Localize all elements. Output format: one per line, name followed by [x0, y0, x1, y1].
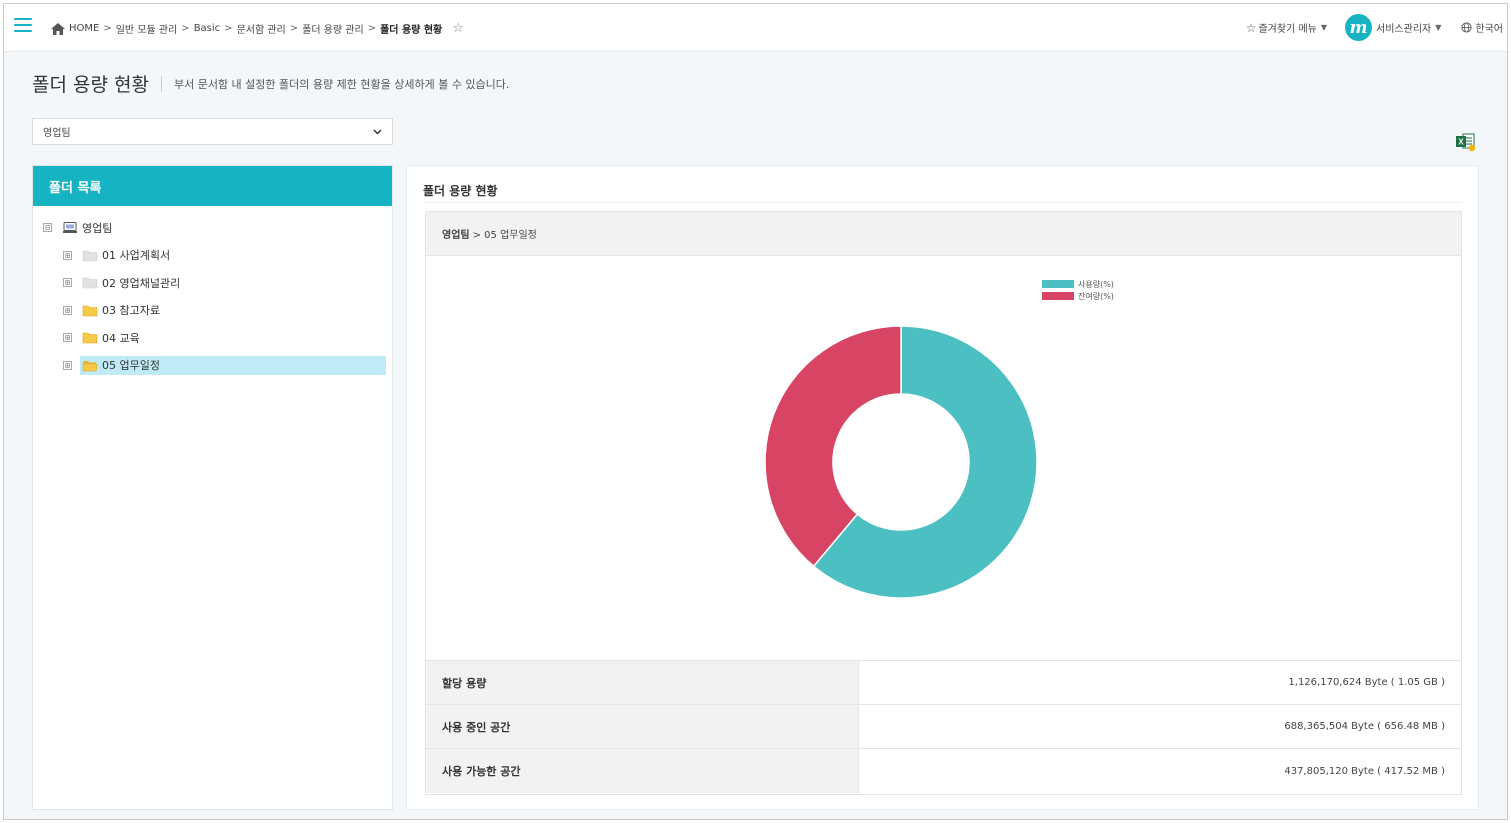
tree-item: ⊞ 02 영업채널관리: [33, 269, 392, 297]
stats-row-allocated: 할당 용량 1,126,170,624 Byte ( 1.05 GB ): [426, 661, 1461, 705]
breadcrumb-separator: >: [181, 23, 190, 34]
avatar: m: [1345, 14, 1373, 41]
top-bar: HOME > 일반 모듈 관리 > Basic > 문서함 관리 > 폴더 용량…: [4, 4, 1507, 52]
tree-node-label: 02 영업채널관리: [102, 276, 181, 290]
title-divider: [423, 202, 1462, 203]
breadcrumb-separator: >: [289, 23, 299, 34]
collapse-toggle[interactable]: ⊟: [43, 223, 52, 233]
folder-path-folder: > 05 업무일정: [472, 230, 537, 241]
capacity-panel-title: 폴더 용량 현황: [423, 184, 498, 198]
tree-node-04[interactable]: 04 교육: [80, 328, 143, 347]
breadcrumb: HOME > 일반 모듈 관리 > Basic > 문서함 관리 > 폴더 용량…: [50, 21, 464, 36]
tree-node-label: 03 참고자료: [102, 304, 160, 318]
breadcrumb-folder-capacity-mgmt[interactable]: 폴더 용량 관리: [302, 25, 364, 36]
tree-root: ⊟ 영업팀: [33, 214, 392, 242]
capacity-detail-box: 영업팀 > 05 업무일정 사용량(%) 잔여량(%): [425, 211, 1462, 795]
capacity-stats-table: 할당 용량 1,126,170,624 Byte ( 1.05 GB ) 사용 …: [426, 661, 1461, 793]
folder-list-panel: 폴더 목록 ⊟ 영업팀 ⊞: [32, 165, 393, 810]
stats-label: 사용 가능한 공간: [426, 749, 859, 793]
page-description: 부서 문서함 내 설정한 폴더의 용량 제한 현황을 상세하게 볼 수 있습니다…: [173, 77, 510, 91]
tree-node-02[interactable]: 02 영업채널관리: [80, 273, 183, 292]
folder-gray-icon: [82, 250, 98, 262]
stats-value: 1,126,170,624 Byte ( 1.05 GB ): [1288, 677, 1445, 688]
globe-icon: [1461, 22, 1472, 33]
user-menu[interactable]: m 서비스관리자 ▼: [1345, 14, 1441, 41]
app-window: HOME > 일반 모듈 관리 > Basic > 문서함 관리 > 폴더 용량…: [3, 3, 1508, 820]
breadcrumb-current: 폴더 용량 현황: [380, 25, 443, 36]
expand-toggle[interactable]: ⊞: [63, 333, 72, 343]
excel-export-icon[interactable]: X: [1455, 132, 1477, 152]
stats-row-used: 사용 중인 공간 688,365,504 Byte ( 656.48 MB ): [426, 705, 1461, 749]
legend-item-used: 사용량(%): [1042, 278, 1114, 290]
tree-item: ⊞ 04 교육: [33, 324, 392, 352]
chart-area: 사용량(%) 잔여량(%): [426, 256, 1461, 661]
folder-list-header: 폴더 목록: [33, 166, 392, 206]
tree-item: ⊞ 01 사업계획서: [33, 242, 392, 270]
folder-path-dept: 영업팀: [442, 230, 470, 241]
tree-node-label: 01 사업계획서: [102, 249, 171, 263]
tree-item-selected: ⊞ 05 업무일정: [33, 352, 392, 380]
favorites-label: 즐겨찾기 메뉴: [1258, 24, 1317, 35]
language-label: 한국어: [1475, 24, 1503, 35]
star-outline-icon: ☆: [1245, 20, 1257, 35]
tree-item: ⊞ 03 참고자료: [33, 297, 392, 325]
folder-tree: ⊟ 영업팀 ⊞ 01 사업계획서: [33, 206, 392, 379]
folder-yellow-icon: [82, 305, 98, 317]
tree-node-label: 05 업무일정: [102, 359, 160, 373]
tree-node-label: 영업팀: [82, 221, 113, 235]
expand-toggle[interactable]: ⊞: [63, 305, 72, 315]
language-selector[interactable]: 한국어: [1461, 20, 1503, 35]
folder-yellow-icon: [82, 332, 98, 344]
expand-toggle[interactable]: ⊞: [63, 360, 72, 370]
department-select-value: 영업팀: [43, 128, 71, 139]
expand-toggle[interactable]: ⊞: [63, 278, 72, 288]
donut-slice-used[interactable]: [812, 325, 1038, 599]
stats-value: 437,805,120 Byte ( 417.52 MB ): [1284, 765, 1445, 777]
tree-node-03[interactable]: 03 참고자료: [80, 301, 163, 320]
caret-down-icon: ▼: [1320, 23, 1328, 32]
stats-label: 사용 중인 공간: [426, 705, 859, 748]
page-header: 폴더 용량 현황 부서 문서함 내 설정한 폴더의 용량 제한 현황을 상세하게…: [32, 70, 509, 97]
title-divider: [160, 75, 162, 92]
breadcrumb-separator: >: [367, 23, 377, 34]
breadcrumb-general-module[interactable]: 일반 모듈 관리: [115, 25, 178, 36]
tree-node-root[interactable]: 영업팀: [60, 218, 115, 237]
breadcrumb-basic[interactable]: Basic: [193, 23, 221, 34]
drive-icon: [63, 222, 77, 234]
page-title: 폴더 용량 현황: [32, 74, 149, 96]
stats-row-available: 사용 가능한 공간 437,805,120 Byte ( 417.52 MB ): [426, 749, 1461, 793]
tree-node-05[interactable]: 05 업무일정: [80, 355, 386, 375]
donut-chart: [764, 325, 1038, 599]
breadcrumb-home[interactable]: HOME: [69, 23, 100, 34]
breadcrumb-separator: >: [224, 23, 233, 34]
legend-swatch-remaining: [1042, 292, 1074, 300]
chart-legend: 사용량(%) 잔여량(%): [1042, 278, 1114, 302]
chevron-down-icon: [373, 128, 382, 135]
legend-label-remaining: 잔여량(%): [1078, 291, 1114, 301]
tree-node-label: 04 교육: [102, 331, 140, 345]
home-icon[interactable]: [50, 22, 66, 36]
user-name: 서비스관리자: [1376, 24, 1432, 35]
capacity-panel: 폴더 용량 현황 영업팀 > 05 업무일정 사용량(%) 잔여량(%): [406, 165, 1479, 810]
tree-node-01[interactable]: 01 사업계획서: [80, 246, 173, 265]
expand-toggle[interactable]: ⊞: [63, 250, 72, 260]
favorites-menu[interactable]: ☆ 즐겨찾기 메뉴 ▼: [1245, 20, 1328, 36]
menu-icon[interactable]: [14, 18, 32, 32]
stats-label: 할당 용량: [426, 661, 859, 704]
folder-path: 영업팀 > 05 업무일정: [426, 212, 1461, 256]
legend-item-remaining: 잔여량(%): [1042, 290, 1114, 302]
folder-open-icon: [82, 360, 98, 372]
top-right-controls: ☆ 즐겨찾기 메뉴 ▼ m 서비스관리자 ▼ 한국어: [1246, 14, 1503, 41]
breadcrumb-doc-mgmt[interactable]: 문서함 관리: [236, 25, 286, 36]
folder-gray-icon: [82, 277, 98, 289]
donut-slice-remaining[interactable]: [764, 325, 902, 568]
stats-value: 688,365,504 Byte ( 656.48 MB ): [1284, 721, 1445, 732]
breadcrumb-separator: >: [103, 23, 112, 34]
legend-label-used: 사용량(%): [1078, 279, 1114, 289]
legend-swatch-used: [1042, 280, 1074, 288]
department-select[interactable]: 영업팀: [32, 118, 393, 145]
star-icon[interactable]: ☆: [452, 21, 464, 36]
svg-text:X: X: [1458, 138, 1464, 147]
caret-down-icon: ▼: [1435, 23, 1442, 32]
